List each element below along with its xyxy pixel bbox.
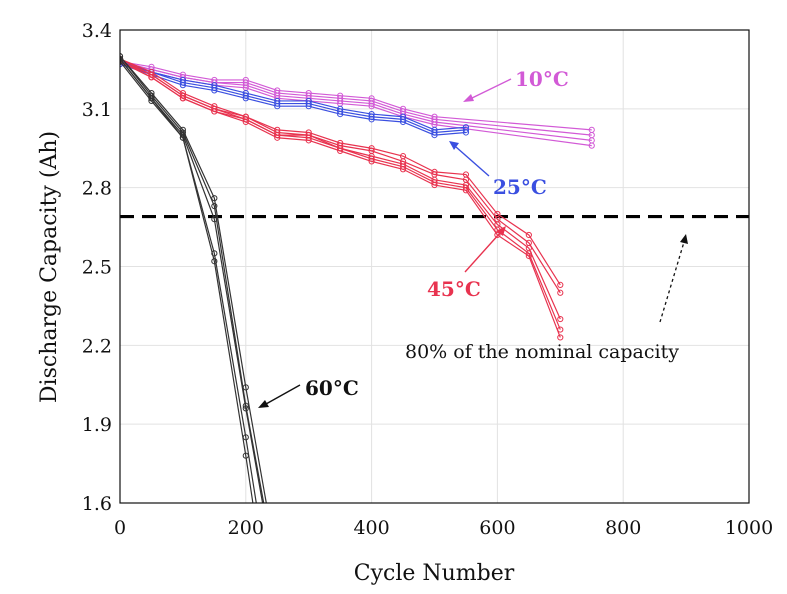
data-point <box>525 231 532 239</box>
data-point <box>305 137 312 144</box>
data-point <box>262 553 267 558</box>
y-tick-label: 1.6 <box>82 493 112 515</box>
y-tick-label: 2.2 <box>82 335 112 357</box>
data-point <box>494 231 501 239</box>
data-point <box>462 126 470 133</box>
data-point <box>242 118 249 126</box>
series-45c <box>120 55 564 288</box>
data-point <box>431 132 438 139</box>
data-point <box>268 527 273 532</box>
data-point <box>148 97 155 105</box>
data-point <box>462 187 470 194</box>
arrow-25c <box>455 146 490 177</box>
ticks: 0 200 400 600 800 1000 1.6 1.9 2.2 2.5 2.8 3.1 3.4 <box>82 20 773 539</box>
series-line <box>120 55 267 503</box>
data-point <box>557 334 564 341</box>
x-tick-label: 800 <box>605 517 641 539</box>
series-line <box>120 60 592 131</box>
arrow-threshold <box>659 241 685 323</box>
arrow-10c <box>469 78 512 100</box>
data-point <box>462 129 470 136</box>
data-point <box>211 216 218 223</box>
x-tick-label: 600 <box>479 517 515 539</box>
data-point <box>179 95 186 102</box>
label-10c: 10°C <box>515 67 569 91</box>
data-point <box>179 82 186 89</box>
data-point <box>274 103 281 110</box>
data-point <box>399 166 407 173</box>
label-45c: 45°C <box>427 277 481 301</box>
x-tick-label: 400 <box>353 517 389 539</box>
data-point <box>211 87 218 94</box>
data-point <box>557 281 564 288</box>
data-point <box>211 195 218 202</box>
series-line <box>120 61 254 503</box>
data-point <box>148 74 155 81</box>
series-line <box>120 55 265 503</box>
data-point <box>337 147 344 154</box>
data-point <box>259 558 264 563</box>
arrow-45c <box>464 232 501 273</box>
data-point <box>368 103 375 110</box>
y-tick-label: 1.9 <box>82 414 112 436</box>
arrowhead-10c <box>463 94 474 102</box>
arrowhead-45c <box>496 226 506 236</box>
data-point <box>305 103 312 110</box>
data-point <box>268 548 273 553</box>
series-line <box>120 63 466 136</box>
series-line <box>120 60 466 131</box>
x-tick-label: 1000 <box>725 517 773 539</box>
data-point <box>525 252 532 260</box>
label-25c: 25°C <box>493 175 547 199</box>
data-point <box>179 134 186 141</box>
threshold-label: 80% of the nominal capacity <box>405 341 679 363</box>
x-tick-label: 0 <box>114 517 126 539</box>
data-point <box>211 258 218 265</box>
data-point <box>274 134 281 141</box>
series-line <box>120 58 257 503</box>
data-point <box>588 142 595 149</box>
arrowhead-threshold <box>680 234 688 244</box>
label-60c: 60°C <box>305 376 359 400</box>
y-tick-label: 2.5 <box>82 257 112 279</box>
data-point <box>368 158 375 165</box>
data-point <box>431 181 438 189</box>
y-tick-label: 3.1 <box>82 99 112 121</box>
y-axis-title: Discharge Capacity (Ah) <box>37 131 62 403</box>
y-tick-label: 3.4 <box>82 20 112 42</box>
data-point <box>242 452 249 459</box>
x-tick-label: 200 <box>228 517 264 539</box>
arrow-60c <box>265 384 301 405</box>
data-point <box>557 289 564 296</box>
series-line <box>120 60 561 338</box>
series-line <box>120 60 466 134</box>
data-point <box>211 202 218 210</box>
data-point <box>368 116 375 123</box>
series-layer <box>120 53 595 563</box>
data-point <box>557 315 564 323</box>
data-point <box>337 110 344 118</box>
y-tick-label: 2.8 <box>82 178 112 200</box>
data-point <box>268 540 273 545</box>
arrowhead-60c <box>258 400 269 408</box>
data-point <box>242 405 249 412</box>
series-line <box>120 63 592 141</box>
x-axis-title: Cycle Number <box>354 561 515 586</box>
plot-frame <box>119 29 750 504</box>
data-point <box>399 118 407 126</box>
arrowhead-25c <box>449 141 459 150</box>
data-point <box>211 108 218 115</box>
data-point <box>242 95 249 102</box>
annotation-arrows <box>258 78 688 408</box>
